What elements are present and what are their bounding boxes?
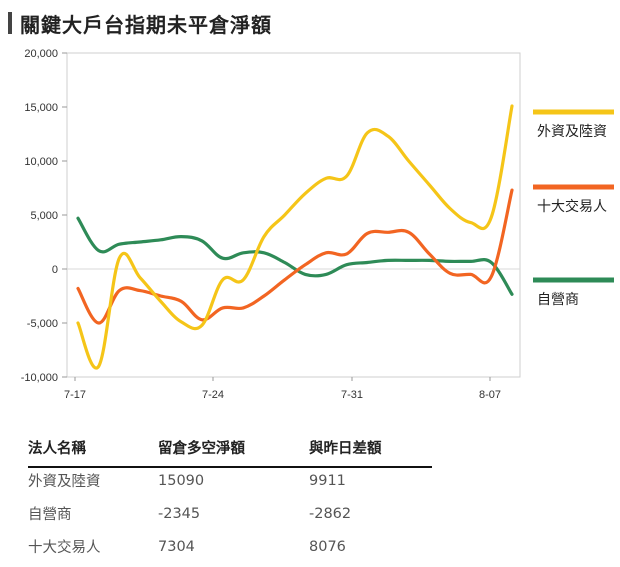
line-chart: 20,000 15,000 10,000 5,000 0 -5,000 -10,000 7-…: [21, 48, 614, 401]
column-header-net-position: 留倉多空淨額: [158, 440, 245, 457]
title-accent-bar: [8, 12, 12, 34]
x-tick-label: 7-17: [64, 389, 86, 401]
cell-institution: 自營商: [28, 507, 72, 523]
x-tick-label: 7-31: [341, 389, 363, 401]
table-row: 自營商 -2345 -2862: [28, 497, 434, 530]
cell-daily-change: 8076: [309, 538, 346, 555]
table-row: 外資及陸資 15090 9911: [28, 464, 434, 497]
column-header-daily-change: 與昨日差額: [309, 440, 382, 457]
cell-net-position: 7304: [158, 538, 195, 555]
column-header-institution: 法人名稱: [28, 440, 86, 457]
legend-label: 自營商: [537, 292, 579, 308]
cell-daily-change: 9911: [309, 472, 346, 489]
x-tick-label: 7-24: [202, 389, 224, 401]
title-block: 關鍵大戶台指期未平倉淨額: [8, 8, 272, 38]
y-tick-label: 0: [52, 264, 58, 276]
table-row: 十大交易人 7304 8076: [28, 530, 434, 563]
legend-label: 十大交易人: [537, 198, 607, 215]
cell-institution: 外資及陸資: [28, 474, 101, 490]
y-tick-label: -10,000: [21, 372, 58, 384]
cell-net-position: -2345: [158, 505, 201, 522]
x-tick-label: 8-07: [479, 389, 501, 401]
series-line-2: [76, 216, 514, 296]
cell-net-position: 15090: [158, 472, 205, 489]
y-tick-label: -5,000: [27, 318, 58, 330]
institution-table: 法人名稱 留倉多空淨額 與昨日差額 外資及陸資 15090 9911 自營商 -…: [28, 436, 434, 563]
y-tick-label: 5,000: [30, 210, 58, 222]
table-header-row: 法人名稱 留倉多空淨額 與昨日差額: [28, 436, 434, 464]
legend-label: 外資及陸資: [537, 124, 607, 140]
y-tick-label: 20,000: [24, 48, 58, 60]
plot-area: [66, 52, 521, 378]
cell-institution: 十大交易人: [28, 540, 101, 556]
chart-title: 關鍵大戶台指期未平倉淨額: [20, 12, 272, 37]
cell-daily-change: -2862: [309, 505, 352, 522]
y-tick-label: 10,000: [24, 156, 58, 168]
y-tick-label: 15,000: [24, 102, 58, 114]
series-line-1: [76, 188, 514, 325]
table-header-divider: [28, 466, 432, 468]
series-line-0: [76, 104, 514, 370]
